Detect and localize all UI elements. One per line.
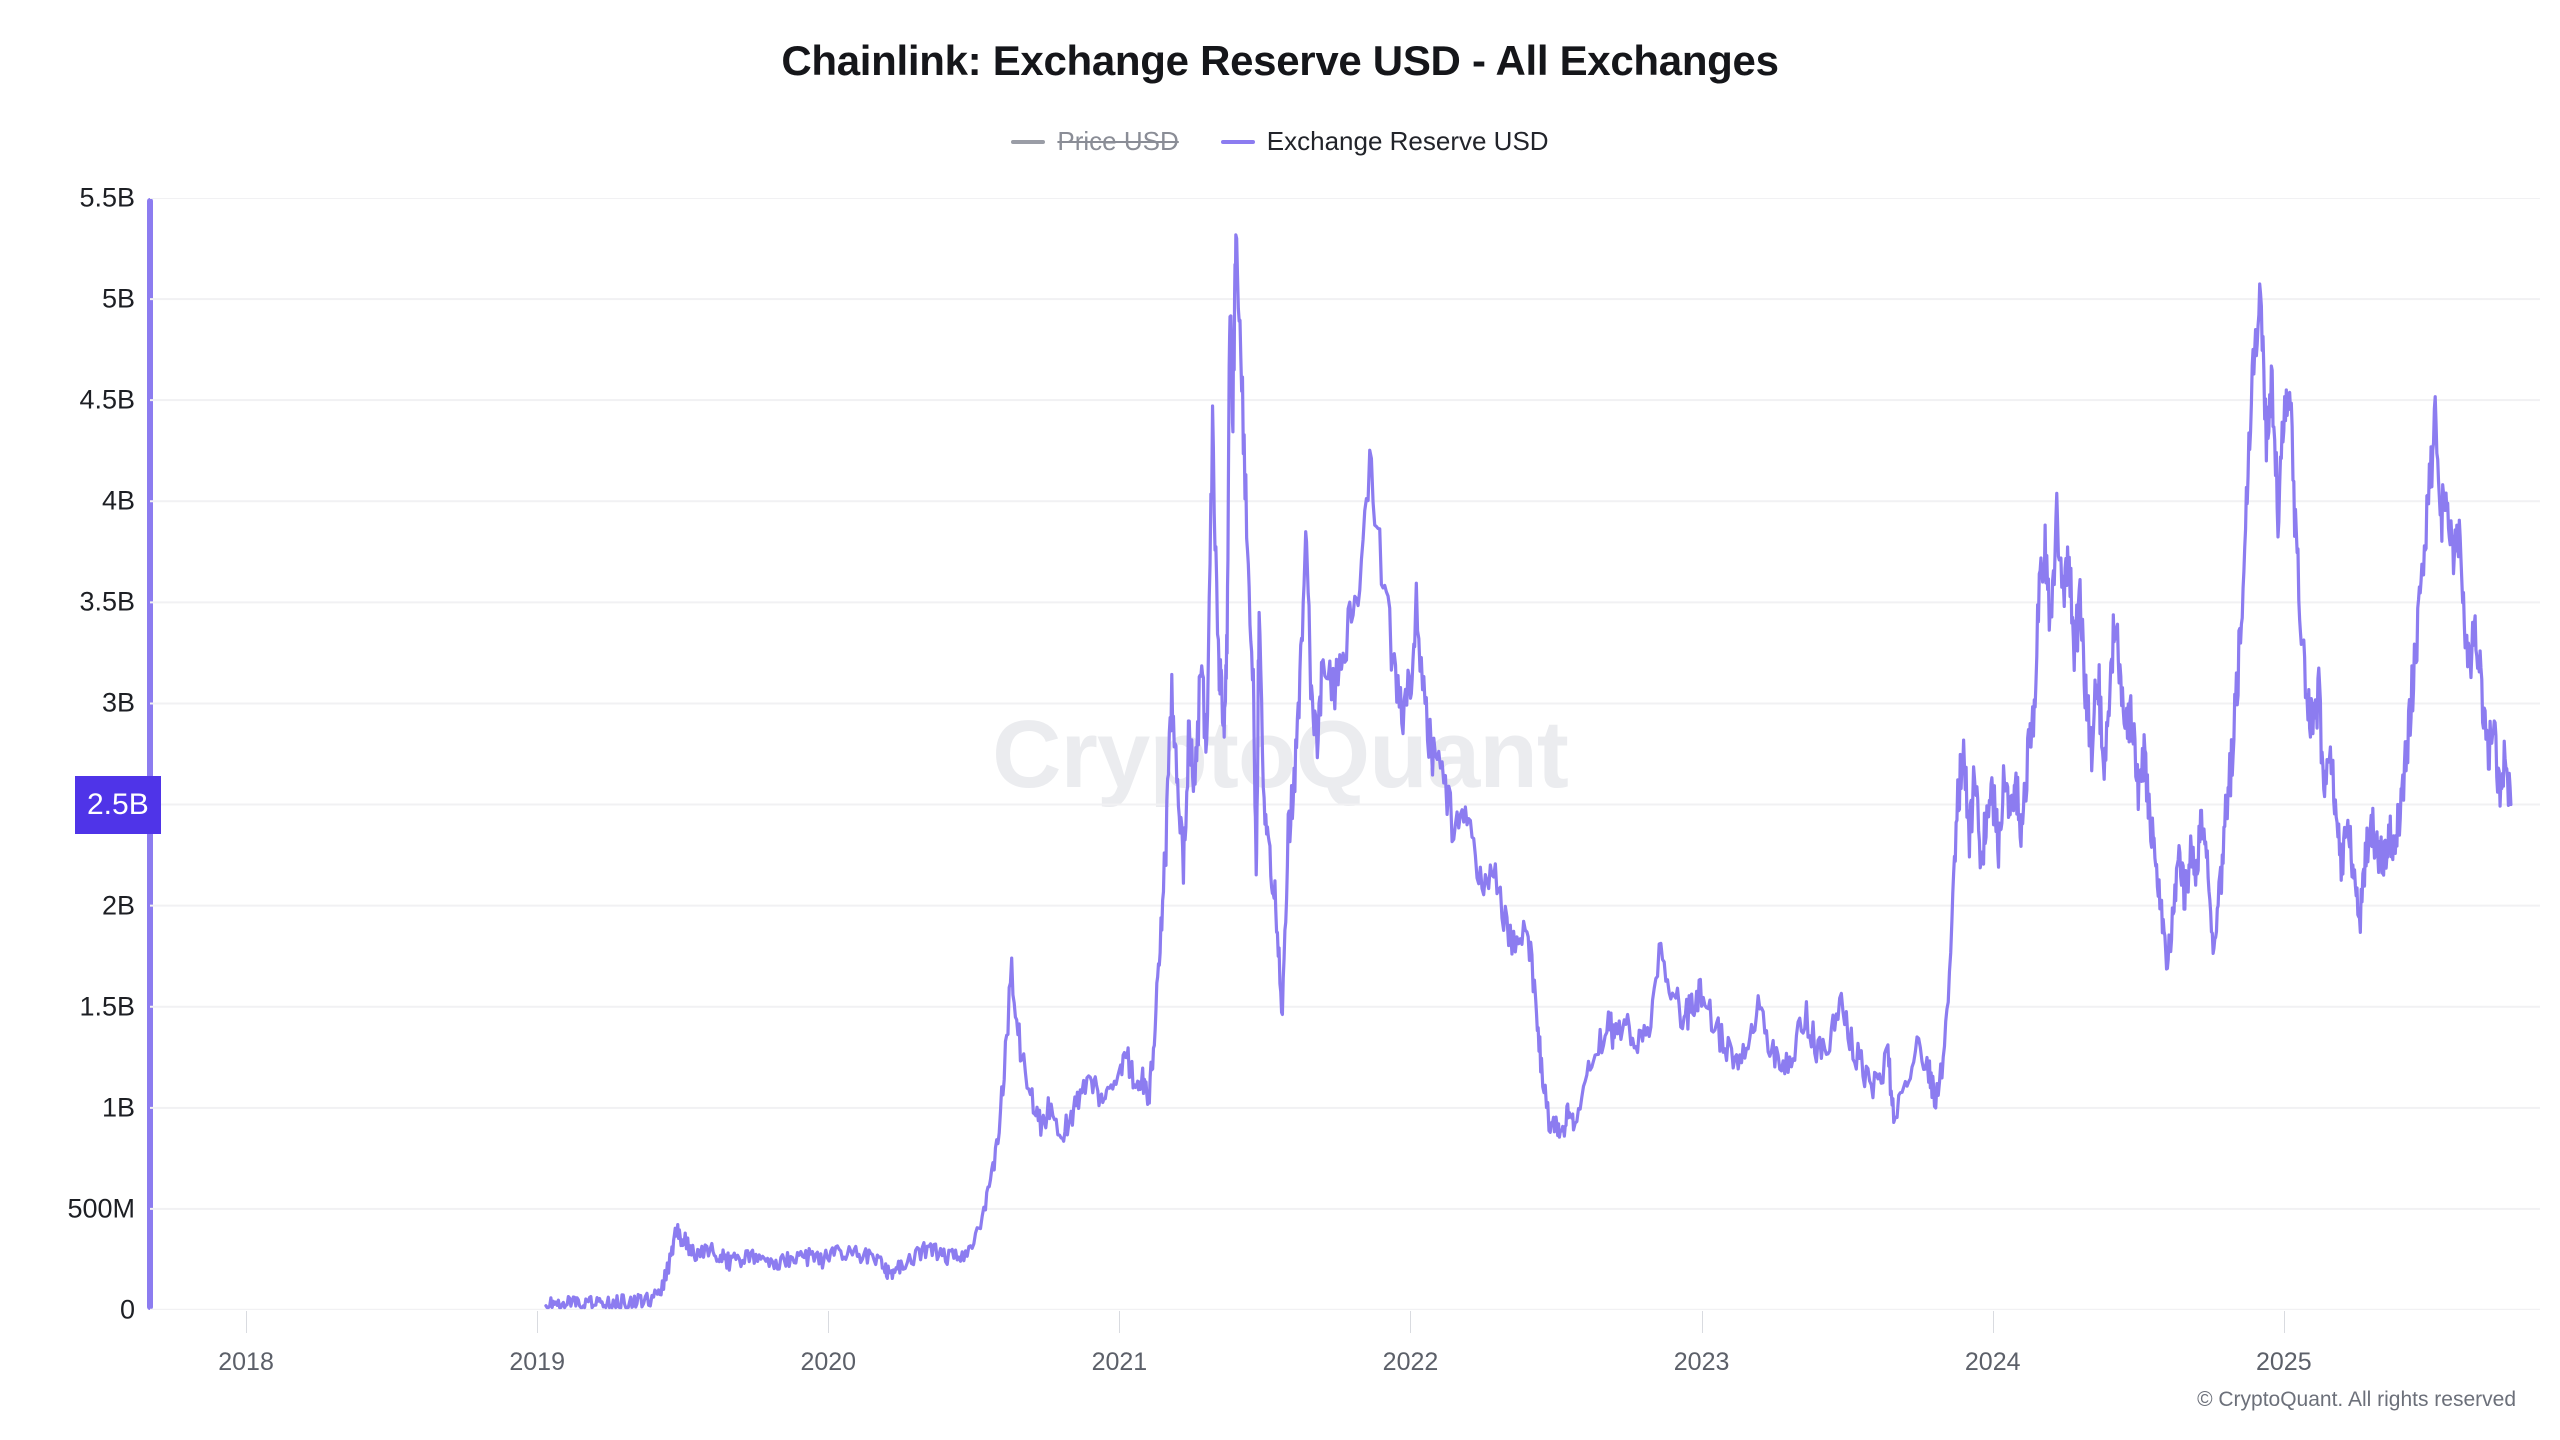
series-line-exchange-reserve-usd (544, 233, 2513, 1310)
x-axis-tick-mark (828, 1311, 830, 1333)
legend-item-price-usd[interactable]: Price USD (1011, 126, 1179, 157)
y-axis-tick-label: 3B (101, 687, 135, 718)
y-axis-tick-label: 4B (101, 485, 135, 516)
y-axis-tick-label: 1B (101, 1092, 135, 1123)
chart-plot-svg (150, 198, 2540, 1310)
y-axis-tick-label: 500M (67, 1193, 135, 1224)
page-title: Chainlink: Exchange Reserve USD - All Ex… (781, 37, 1779, 84)
y-axis-tick-label: 3.5B (79, 586, 135, 617)
x-axis-tick-label: 2021 (1091, 1348, 1148, 1376)
x-axis-tick-label: 2022 (1382, 1348, 1439, 1376)
y-axis-tick-label: 1.5B (79, 991, 135, 1022)
current-value-badge: 2.5B (75, 775, 161, 834)
y-axis-tick-label: 5B (101, 283, 135, 314)
x-axis-tick-mark (1701, 1311, 1703, 1333)
x-axis-tick-label: 2018 (218, 1348, 274, 1376)
x-axis-tick-label: 2024 (1964, 1348, 2021, 1376)
y-axis-tick-label: 0 (119, 1294, 135, 1325)
legend-swatch-exchange-reserve-usd (1220, 139, 1255, 144)
x-axis-tick-label: 2020 (800, 1348, 857, 1376)
copyright-footer: © CryptoQuant. All rights reserved (2197, 1388, 2516, 1411)
x-axis-tick-mark (2283, 1311, 2285, 1333)
x-axis-tick-label: 2023 (1673, 1348, 1730, 1376)
y-axis-tick-label: 5.5B (79, 182, 135, 213)
legend-item-exchange-reserve-usd[interactable]: Exchange Reserve USD (1220, 126, 1549, 157)
x-axis-tick-mark (1992, 1311, 1994, 1333)
x-axis-tick-label: 2019 (509, 1348, 565, 1376)
x-axis-tick-label: 2025 (2256, 1348, 2312, 1376)
x-axis-tick-mark (1410, 1311, 1412, 1333)
legend-label-exchange-reserve-usd: Exchange Reserve USD (1266, 126, 1549, 156)
plot-area (150, 198, 2540, 1310)
legend-label-price-usd: Price USD (1057, 126, 1179, 156)
x-axis-tick-mark (1119, 1311, 1121, 1333)
gridlines (150, 198, 2540, 1310)
legend-swatch-price-usd (1011, 139, 1046, 144)
chart-legend: Price USD Exchange Reserve USD (0, 126, 2560, 157)
x-axis-tick-mark (537, 1311, 539, 1333)
x-axis-tick-mark (246, 1311, 248, 1333)
y-axis-tick-label: 2B (101, 890, 135, 921)
y-axis-tick-label: 4.5B (79, 384, 135, 415)
y-axis-line (147, 198, 153, 1310)
